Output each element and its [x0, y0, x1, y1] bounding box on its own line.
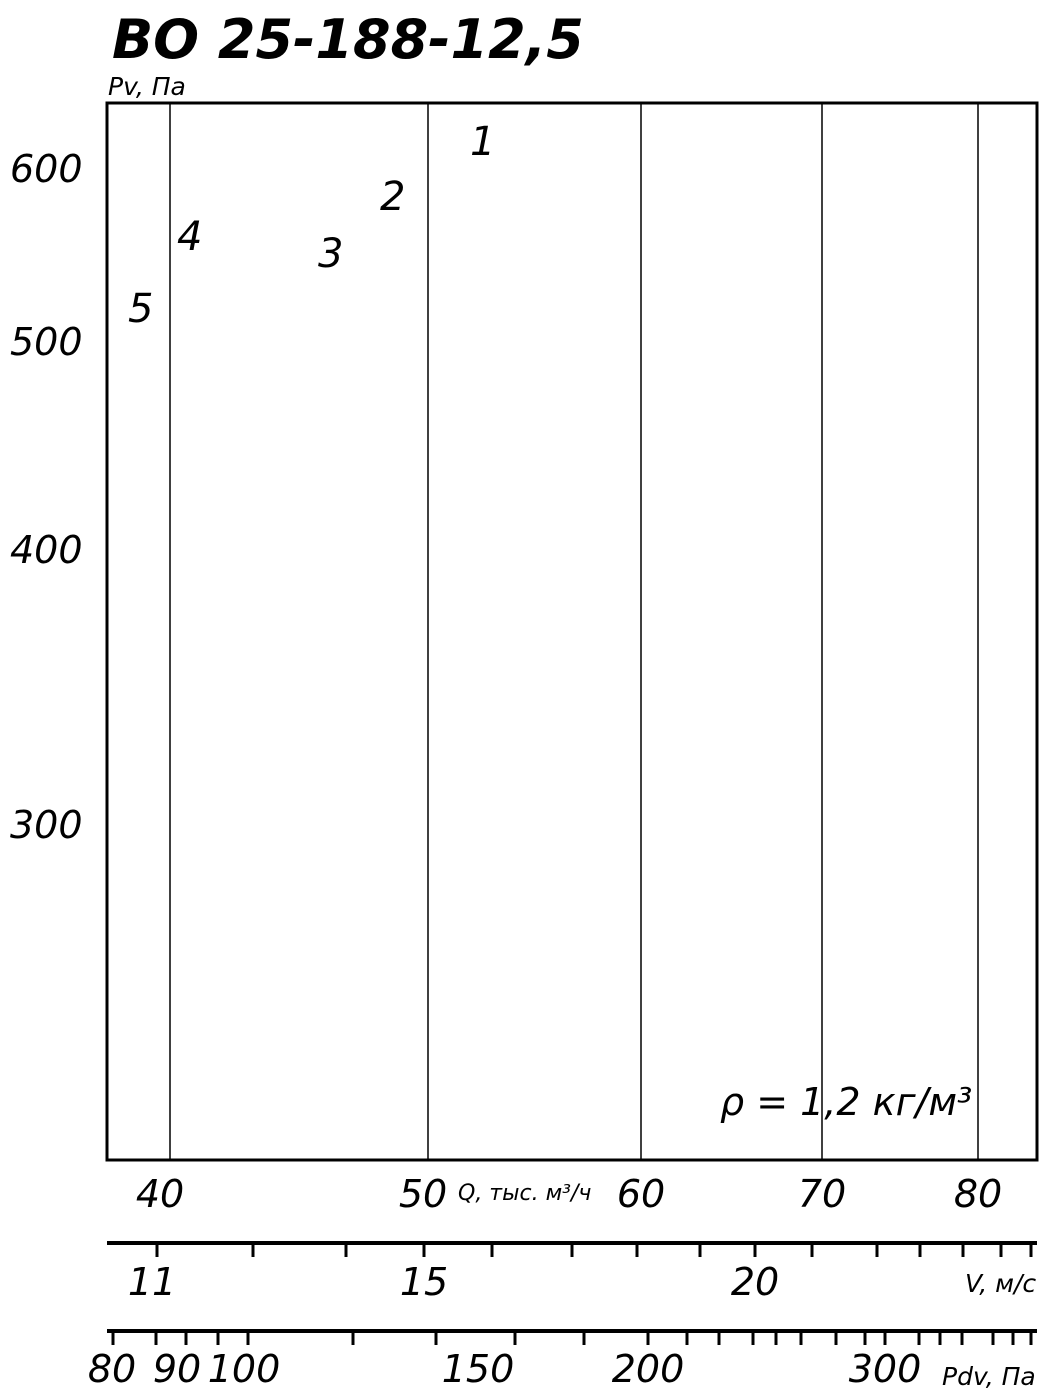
pdv-tick-label: 100: [208, 1347, 281, 1391]
curve-label-5: 5: [128, 286, 153, 332]
pdv-tick-label: 90: [153, 1347, 201, 1391]
v-tick-label: 15: [400, 1260, 448, 1304]
pdv-tick-label: 150: [442, 1347, 515, 1391]
v-tick-label: 11: [128, 1260, 176, 1304]
density-label: ρ = 1,2 кг/м³: [720, 1080, 972, 1124]
y-tick-label: 500: [10, 320, 83, 364]
v-axis-label: V, м/с: [965, 1269, 1036, 1298]
curve-label-4: 4: [177, 214, 202, 260]
y-axis-label: Pv, Па: [108, 72, 186, 101]
chart-title: ВО 25-188-12,5: [112, 8, 584, 71]
velocity-ticks: [155, 1243, 1033, 1257]
dynamic-pressure-scale: 80 90 100 150 200 300 Pdv, Па: [88, 1329, 1037, 1391]
y-tick-label: 400: [10, 528, 83, 572]
y-tick-label: 300: [10, 803, 83, 847]
velocity-scale: 11 15 20 V, м/с: [107, 1241, 1037, 1304]
curve-label-1: 1: [470, 119, 495, 165]
plot-frame: [105, 101, 1039, 1162]
x-tick-label: 70: [798, 1172, 846, 1216]
x-tick-label: 60: [617, 1172, 665, 1216]
curve-label-3: 3: [318, 231, 343, 277]
x-tick-label: 40: [136, 1172, 184, 1216]
x-tick-label: 50: [399, 1172, 447, 1216]
pdv-tick-label: 200: [612, 1347, 685, 1391]
pdv-tick-label: 80: [88, 1347, 136, 1391]
grid-lines: [169, 103, 979, 1160]
curve-label-2: 2: [380, 174, 405, 220]
y-tick-label: 600: [10, 147, 83, 191]
pdv-axis-label: Pdv, Па: [942, 1362, 1036, 1391]
pdv-ticks: [111, 1331, 1033, 1345]
pdv-tick-label: 300: [849, 1347, 922, 1391]
x-axis-label: Q, тыс. м³/ч: [458, 1181, 591, 1206]
v-tick-label: 20: [731, 1260, 779, 1304]
x-tick-label: 80: [954, 1172, 1002, 1216]
